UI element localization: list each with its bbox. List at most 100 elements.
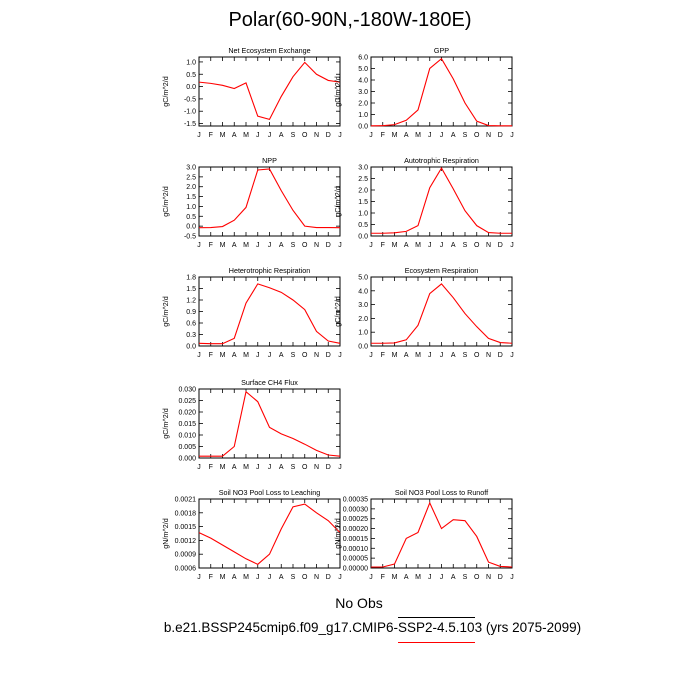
figure-title: Polar(60-90N,-180W-180E) [228,9,472,31]
y-tick-label: 1.5 [186,194,196,201]
x-tick-label: J [197,352,201,359]
x-tick-label: N [486,132,491,139]
y-tick-label: 0.0018 [175,510,197,517]
panel-7: Surface CH4 Flux gC/m^2/d 0.030 0.025 0.020 0… [161,378,342,471]
plot-frame [370,166,513,237]
series-line [198,61,341,120]
x-tick-label: F [381,352,385,359]
x-tick-label: J [197,574,201,581]
y-tick-label: 2.5 [186,174,196,181]
y-tick-label: 0.015 [178,421,196,428]
y-tick-label: 3.0 [358,302,368,309]
x-tick-label: M [220,242,226,249]
y-tick-label: 5.0 [358,66,368,73]
panel-1: Net Ecosystem Exchange gC/m^2/d 1.0 0.5 0.0 -… [161,46,342,139]
y-tick-label: 0.0021 [175,497,197,504]
x-tick-label: D [326,464,331,471]
y-tick-label: 0.0009 [175,552,197,559]
y-tick-label: 0.010 [178,433,196,440]
x-tick-label: M [415,242,421,249]
x-tick-label: D [498,352,503,359]
series-line [198,503,341,565]
x-tick-label: M [243,132,249,139]
x-tick-label: J [510,132,514,139]
x-tick-label: M [243,464,249,471]
x-tick-label: F [209,132,213,139]
x-tick-label: A [232,464,237,471]
x-tick-label: N [486,352,491,359]
x-tick-label: D [326,132,331,139]
x-tick-label: O [474,574,480,581]
x-tick-label: J [369,242,373,249]
x-tick-label: D [498,242,503,249]
y-axis-label: gN/m^2/d [333,518,342,549]
y-tick-label: 1.0 [358,112,368,119]
y-axis-label: gC/m^2/d [333,186,342,217]
plot-frame [198,56,341,127]
y-tick-label: 0.5 [358,222,368,229]
y-tick-label: 0.0012 [175,538,197,545]
y-tick-label: 0.020 [178,410,196,417]
y-tick-label: 1.0 [358,211,368,218]
x-tick-label: J [440,352,444,359]
x-tick-label: O [474,242,480,249]
x-tick-label: J [338,574,342,581]
plot-frame [198,388,341,459]
y-tick-label: 2.0 [186,184,196,191]
y-axis-label: gC/m^2/d [161,186,170,217]
x-tick-label: M [392,574,398,581]
x-tick-label: N [314,132,319,139]
y-tick-label: 0.030 [178,387,196,394]
x-tick-label: D [326,352,331,359]
panel-title: Soil NO3 Pool Loss to Runoff [395,488,488,497]
panel-4: Autotrophic Respiration gC/m^2/d 3.0 2.5 2.0… [333,156,514,249]
x-tick-label: S [291,242,296,249]
case-label: b.e21.BSSP245cmip6.f09_g17.CMIP6-SSP2-4.… [163,620,582,635]
x-tick-label: S [291,574,296,581]
x-tick-label: M [392,242,398,249]
y-tick-label: 0.3 [186,332,196,339]
x-tick-label: M [243,352,249,359]
x-tick-label: J [440,242,444,249]
x-tick-label: J [256,352,260,359]
plot-frame [198,166,341,237]
x-tick-label: J [268,242,272,249]
y-tick-label: 4.0 [358,78,368,85]
x-tick-label: S [463,574,468,581]
x-tick-label: J [256,242,260,249]
x-tick-label: F [381,242,385,249]
y-tick-label: 2.0 [358,188,368,195]
x-tick-label: A [279,242,284,249]
series-line [370,57,512,127]
y-tick-label: 1.2 [186,298,196,305]
x-tick-label: A [232,242,237,249]
x-tick-label: M [392,352,398,359]
x-tick-label: M [220,464,226,471]
x-tick-label: N [314,464,319,471]
x-tick-label: D [326,574,331,581]
x-tick-label: J [369,574,373,581]
y-tick-label: 2.0 [358,101,368,108]
y-tick-label: 0.000 [178,456,196,463]
y-axis-label: gN/m^2/d [161,518,170,549]
x-tick-label: O [302,242,308,249]
y-tick-label: 3.0 [358,89,368,96]
panel-title: NPP [262,156,277,165]
y-tick-label: 0.00005 [343,556,368,563]
y-tick-label: 2.0 [358,316,368,323]
x-tick-label: S [463,352,468,359]
y-tick-label: 0.005 [178,444,196,451]
x-tick-label: N [486,574,491,581]
panel-title: Surface CH4 Flux [241,378,298,387]
x-tick-label: A [232,132,237,139]
x-tick-label: J [338,352,342,359]
x-tick-label: A [451,132,456,139]
x-tick-label: F [381,574,385,581]
x-tick-label: A [451,242,456,249]
x-tick-label: N [314,352,319,359]
x-tick-label: J [197,132,201,139]
y-tick-label: 0.9 [186,309,196,316]
y-tick-label: 0.00035 [343,497,368,504]
x-tick-label: A [279,464,284,471]
x-tick-label: F [209,464,213,471]
